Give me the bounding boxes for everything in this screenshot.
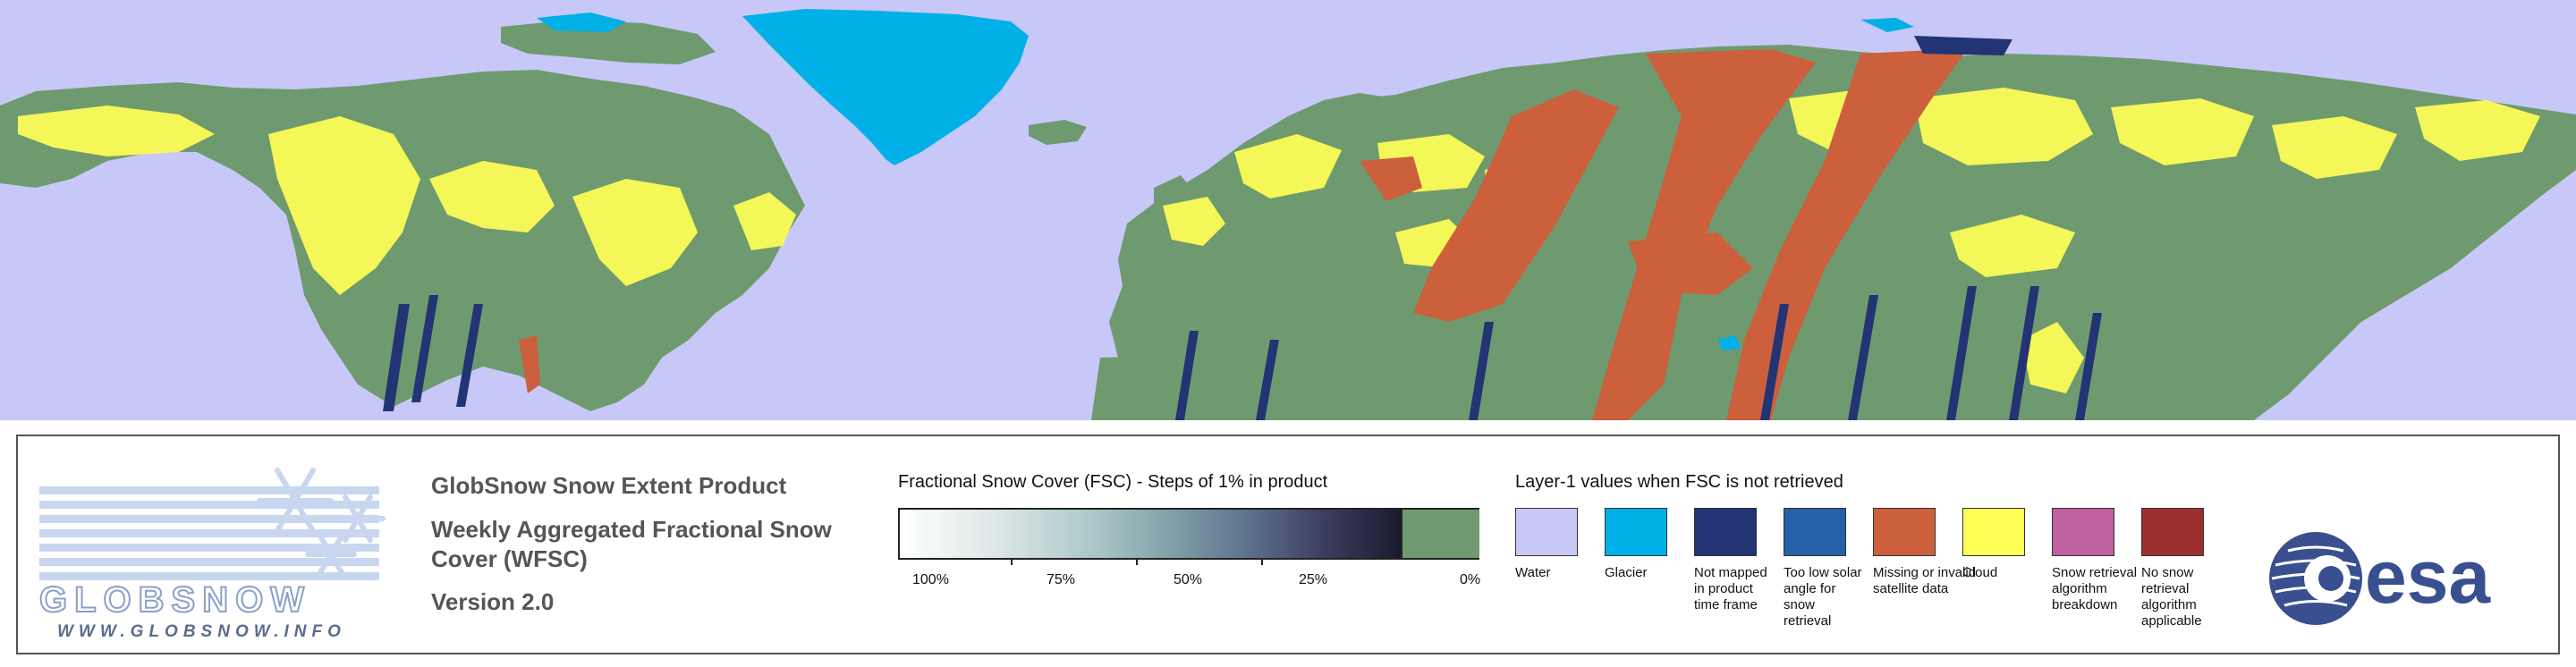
globsnow-logo: GLOBSNOW WWW.GLOBSNOW.INFO <box>36 447 411 646</box>
swatch-water <box>1515 508 1578 556</box>
swatch-label-glacier: Glacier <box>1605 565 1648 580</box>
swatch-label-low-solar-angle: Too low solar angle for snow retrieval <box>1784 565 1862 629</box>
fsc-tick-label-25: 25% <box>1299 572 1328 587</box>
fsc-tick <box>1261 558 1263 565</box>
swatch-low-solar-angle <box>1784 508 1846 556</box>
layer1-legend-title: Layer-1 values when FSC is not retrieved <box>1515 472 1843 492</box>
not-mapped-stripes <box>383 36 2102 420</box>
esa-globe-icon <box>2269 532 2362 625</box>
glacier-spots <box>537 13 1914 350</box>
iceland <box>1029 120 1087 145</box>
product-subtitle: Weekly Aggregated Fractional Snow Cover … <box>431 516 832 572</box>
missing-data-swaths <box>519 48 1968 420</box>
fsc-color-bar <box>898 508 1479 565</box>
fsc-tick <box>1011 558 1013 565</box>
map-svg <box>0 9 2576 420</box>
fsc-tick-label-75: 75% <box>1046 572 1076 587</box>
north-america-landmass <box>0 70 805 411</box>
swatch-label-not-mapped: Not mapped in product time frame <box>1694 565 1767 612</box>
swatch-cloud <box>1962 508 2025 556</box>
globsnow-logo-graphic: GLOBSNOW <box>38 468 386 621</box>
fsc-tick-label-100: 100% <box>912 572 949 587</box>
swatch-label-no-algorithm: No snow retrieval algorithm applicable <box>2141 565 2202 629</box>
fsc-tick-label-50: 50% <box>1174 572 1203 587</box>
swatch-missing-data <box>1873 508 1936 556</box>
greenland-glacier <box>742 9 1029 165</box>
fsc-tick-label-0: 0% <box>1460 572 1481 587</box>
esa-logo: esa <box>2267 529 2544 628</box>
esa-logo-graphic: esa <box>2269 532 2491 625</box>
swatch-label-missing-data: Missing or invalid satellite data <box>1873 565 1977 596</box>
north-africa <box>1091 353 1574 420</box>
fsc-legend-title: Fractional Snow Cover (FSC) - Steps of 1… <box>898 472 1328 492</box>
swatch-algorithm-breakdown <box>2052 508 2114 556</box>
fsc-no-snow-swatch <box>1401 510 1479 558</box>
globsnow-wordmark: GLOBSNOW <box>39 580 311 617</box>
fsc-tick <box>1136 558 1138 565</box>
swatch-label-water: Water <box>1515 565 1551 580</box>
swatch-label-algorithm-breakdown: Snow retrieval algorithm breakdown <box>2052 565 2138 612</box>
arctic-islands <box>501 20 716 64</box>
product-title: GlobSnow Snow Extent Product <box>431 472 787 499</box>
legend-panel: GLOBSNOW WWW.GLOBSNOW.INFO GlobSnow Snow… <box>16 435 2560 654</box>
snowflake-icon <box>257 468 386 577</box>
snow-cover-map <box>0 0 2576 420</box>
swatch-glacier <box>1605 508 1667 556</box>
esa-wordmark: esa <box>2365 535 2491 619</box>
swatch-no-algorithm <box>2141 508 2204 556</box>
fsc-gradient <box>900 510 1401 558</box>
product-version: Version 2.0 <box>431 588 555 615</box>
swatch-label-cloud: Cloud <box>1962 565 1998 580</box>
swatch-not-mapped <box>1694 508 1757 556</box>
globsnow-url[interactable]: WWW.GLOBSNOW.INFO <box>57 622 346 641</box>
